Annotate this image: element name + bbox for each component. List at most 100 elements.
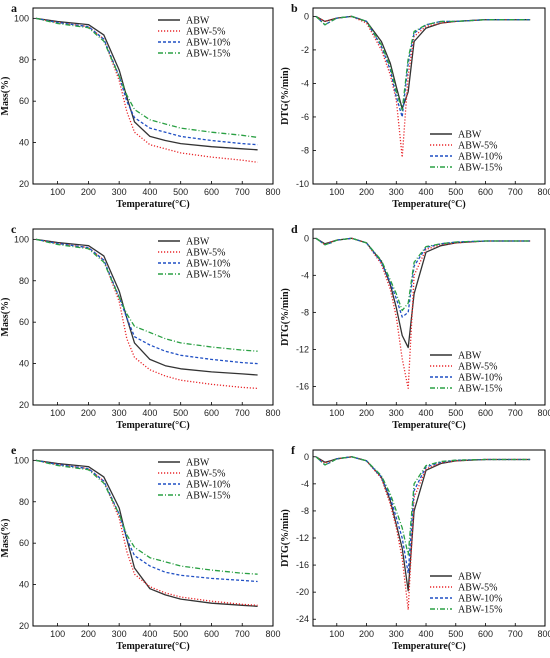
series-line-1 [36,459,258,607]
x-tick-label: 800 [265,629,280,639]
legend-label-1: ABW [458,351,482,362]
y-tick-label: 100 [14,13,29,23]
y-axis-label: Mass(%) [0,77,11,116]
legend-label-4: ABW-15% [458,384,502,395]
series-line-3 [35,459,258,583]
y-tick-label: 100 [14,234,29,244]
y-tick-label: -20 [296,587,309,597]
y-tick-label: -8 [301,506,309,516]
legend-label-3: ABW-10% [458,594,502,605]
legend-label-4: ABW-15% [186,491,230,502]
x-tick-label: 600 [478,408,493,418]
y-axis-label: Mass(%) [0,519,11,558]
panel-letter: a [11,1,17,15]
x-tick-label: 100 [329,408,344,418]
x-tick-label: 200 [81,629,96,639]
legend-label-1: ABW [186,458,210,469]
y-tick-label: -12 [296,344,309,354]
legend-label-3: ABW-10% [458,152,502,163]
x-axis-label: Temperature(°C) [392,420,465,431]
y-axis-label: DTG(%/min) [280,509,291,567]
series-line-4 [315,456,531,556]
y-tick-label: -4 [301,270,309,280]
x-tick-label: 300 [389,408,404,418]
y-tick-label: 40 [19,580,29,590]
x-tick-label: 600 [204,187,219,197]
series-line-2 [315,15,531,158]
x-tick-label: 100 [50,629,65,639]
x-tick-label: 300 [112,187,127,197]
y-tick-label: -16 [296,560,309,570]
y-tick-label: 80 [19,276,29,286]
y-tick-label: 60 [19,317,29,327]
plot-frame [32,449,274,627]
legend-label-4: ABW-15% [458,605,502,616]
x-tick-label: 100 [50,187,65,197]
x-tick-label: 800 [265,187,280,197]
x-tick-label: 100 [329,629,344,639]
x-tick-label: 600 [204,408,219,418]
plot-frame [312,228,546,406]
legend-label-4: ABW-15% [186,270,230,281]
plot-frame [312,7,546,185]
x-tick-label: 500 [173,187,188,197]
panel-c: 100 200 300 400 500 600 700 800 20 40 60 80 100 Tempe… [0,222,281,431]
y-axis-label: DTG(%/min) [280,67,291,125]
plot-frame [32,228,274,406]
legend-label-1: ABW [458,572,482,583]
x-axis-label: Temperature(°C) [392,199,465,210]
y-tick-label: 100 [14,455,29,465]
x-tick-label: 800 [537,408,550,418]
x-axis-label: Temperature(°C) [392,641,465,652]
x-tick-label: 400 [142,408,157,418]
y-tick-label: 20 [19,400,29,410]
plot-frame [312,449,546,627]
legend-label-3: ABW-10% [186,480,230,491]
legend-label-1: ABW [186,16,210,27]
y-tick-label: 80 [19,497,29,507]
y-tick-label: -2 [301,45,309,55]
legend-label-2: ABW-5% [186,469,225,480]
y-tick-label: -24 [296,614,309,624]
panel-letter: f [291,443,296,457]
legend-label-2: ABW-5% [186,27,225,38]
series-line-4 [35,238,258,352]
x-tick-label: 400 [419,408,434,418]
y-tick-label: 0 [304,233,309,243]
series-line-1 [36,238,258,376]
x-tick-label: 700 [235,408,250,418]
x-tick-label: 300 [389,629,404,639]
y-tick-label: -12 [296,533,309,543]
legend-label-4: ABW-15% [458,163,502,174]
legend-label-2: ABW-5% [458,583,497,594]
y-tick-label: 0 [304,11,309,21]
legend-label-3: ABW-10% [186,38,230,49]
y-tick-label: -10 [296,179,309,189]
x-tick-label: 300 [112,408,127,418]
legend-label-2: ABW-5% [458,141,497,152]
legend-label-2: ABW-5% [186,248,225,259]
panel-f: 100 200 300 400 500 600 700 800 -24 -20 -16 -12 -8 -4… [280,443,550,652]
y-tick-label: 20 [19,179,29,189]
series-line-1 [315,15,531,110]
x-tick-label: 400 [142,629,157,639]
legend-label-1: ABW [186,237,210,248]
y-tick-label: -4 [301,78,309,88]
x-tick-label: 200 [359,408,374,418]
y-tick-label: 0 [304,452,309,462]
x-tick-label: 200 [359,187,374,197]
x-tick-label: 100 [50,408,65,418]
series-line-3 [35,17,258,146]
legend-label-4: ABW-15% [186,49,230,60]
panel-d: 100 200 300 400 500 600 700 800 -16 -12 -8 -4 0 Tempe… [280,222,550,431]
x-axis-label: Temperature(°C) [116,199,189,210]
y-tick-label: -8 [301,145,309,155]
y-tick-label: -4 [301,479,309,489]
series-line-1 [36,17,258,151]
x-tick-label: 600 [204,629,219,639]
y-tick-label: 60 [19,96,29,106]
x-tick-label: 800 [265,408,280,418]
panel-letter: c [11,222,17,236]
y-axis-label: DTG(%/min) [280,288,291,346]
